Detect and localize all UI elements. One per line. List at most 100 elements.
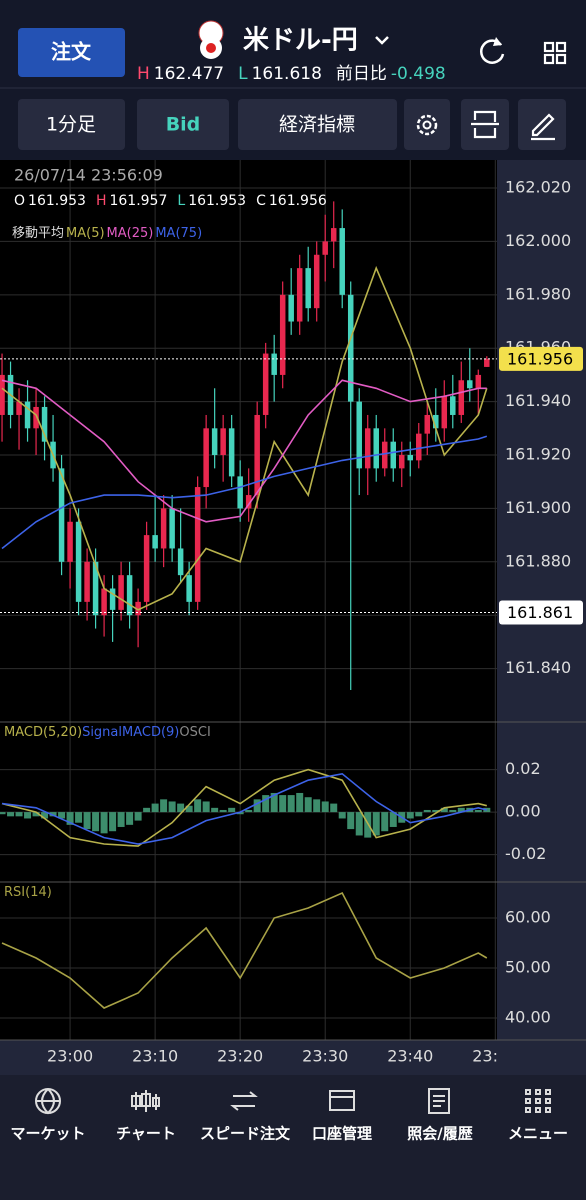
candle-body <box>364 428 371 469</box>
gear-center[interactable] <box>422 120 432 130</box>
timeframe-label[interactable]: 1分足 <box>46 114 96 136</box>
nav-icon[interactable] <box>329 1090 355 1111</box>
indicators-button[interactable] <box>238 99 397 150</box>
osci-bar <box>202 801 210 813</box>
candle-body <box>109 588 116 610</box>
x-tick-label: 23:00 <box>47 1047 93 1066</box>
osci-bar <box>432 809 440 813</box>
candle-body <box>313 254 320 309</box>
order-button-label[interactable]: 注文 <box>51 40 92 64</box>
line-series <box>1 768 487 847</box>
symbol-title[interactable]: 米ドル-円 <box>243 26 358 56</box>
candle-body <box>0 374 5 415</box>
osci-bar <box>219 809 227 813</box>
osci-bar <box>381 812 389 832</box>
legend-entry: SignalMACD(9) <box>82 725 179 740</box>
candle-body <box>67 521 73 562</box>
candle-body <box>433 414 439 429</box>
nav-icon[interactable] <box>525 1089 551 1113</box>
osci-bar <box>440 807 448 813</box>
bottom-nav: マーケット チャート スピード注文 口座管理 照会/履歴 メニュー <box>10 1088 568 1143</box>
y-tick-label: 162.020 <box>505 178 571 197</box>
candle-body <box>305 268 311 309</box>
symbol-chevron[interactable] <box>375 36 389 45</box>
quote-part: 161.618 <box>252 64 322 84</box>
nav-icon[interactable] <box>35 1088 62 1115</box>
candle-body <box>211 428 218 456</box>
y-tick-label: 0.02 <box>505 759 541 778</box>
refresh-arrow[interactable] <box>493 37 502 46</box>
osci-bar <box>304 797 312 813</box>
nav-label[interactable]: チャート <box>116 1125 176 1143</box>
osci-bar <box>474 809 482 813</box>
y-tick-label: 50.00 <box>505 958 551 977</box>
osci-bar <box>24 812 32 819</box>
osci-bar <box>236 812 244 815</box>
nav-label[interactable]: メニュー <box>508 1125 568 1143</box>
osci-bar <box>194 799 202 813</box>
candle-body <box>33 406 39 429</box>
nav-bg <box>0 1075 586 1200</box>
layout-icon[interactable] <box>471 110 499 139</box>
osci-bar <box>7 812 15 817</box>
timeframe-button[interactable] <box>18 99 125 150</box>
legend-entry: MACD(5,20) <box>4 725 82 740</box>
candle-body <box>347 294 354 402</box>
legend-entry: RSI(14) <box>4 885 52 900</box>
grid <box>0 160 497 1040</box>
settings-button[interactable] <box>404 99 450 150</box>
osci-bar <box>117 812 125 827</box>
bid-label[interactable]: Bid <box>166 114 201 136</box>
osci-bar <box>355 812 363 836</box>
osci-bar <box>270 792 278 813</box>
osci-bar <box>168 801 176 813</box>
osci-bar <box>423 809 431 813</box>
nav-icon[interactable] <box>230 1091 258 1111</box>
candle-body <box>407 455 414 461</box>
candle-body <box>424 414 431 434</box>
candle-body <box>135 601 141 616</box>
candle-body <box>356 401 362 469</box>
osci-bar <box>330 803 338 813</box>
osci-bar <box>126 812 134 825</box>
candle-body <box>203 428 209 488</box>
pencil-icon[interactable] <box>531 113 555 141</box>
candle-body <box>475 374 482 389</box>
candle-body <box>484 358 490 367</box>
refresh-icon[interactable] <box>480 39 505 64</box>
grid-icon[interactable] <box>543 41 567 65</box>
osci-bar <box>151 803 159 813</box>
osci-bar <box>245 809 253 813</box>
candle-body <box>416 433 422 461</box>
nav-label[interactable]: スピード注文 <box>200 1125 291 1143</box>
price-tag <box>499 600 583 625</box>
ohlc-value: 161.953 <box>188 193 246 209</box>
price-tag <box>499 346 583 371</box>
candle-body <box>458 380 465 415</box>
osci-bar <box>279 795 287 813</box>
ohlc-value: 161.957 <box>109 193 167 209</box>
bid-button[interactable] <box>137 99 229 150</box>
draw-button[interactable] <box>518 99 566 150</box>
candle-body <box>450 396 456 415</box>
line-series <box>1 891 488 1009</box>
nav-label[interactable]: 照会/履歴 <box>407 1125 472 1143</box>
indicators-label[interactable]: 経済指標 <box>279 114 355 136</box>
nav-icon[interactable] <box>131 1090 160 1112</box>
y-tick-label: 161.940 <box>505 391 571 410</box>
time-axis-bg <box>0 1040 586 1075</box>
gear-icon[interactable] <box>416 114 438 136</box>
quote-part: 前日比 <box>336 64 387 84</box>
osci-bar <box>15 812 23 817</box>
nav-icon[interactable] <box>428 1088 450 1114</box>
line-series <box>1 435 488 550</box>
plots: 23:00 23:10 23:20 23:30 23:40 23:50 <box>0 201 497 1066</box>
order-button[interactable] <box>18 28 125 77</box>
nav-label[interactable]: 口座管理 <box>312 1125 372 1143</box>
line-series <box>1 772 488 845</box>
candle-body <box>262 353 269 415</box>
osci-bar <box>415 812 423 817</box>
nav-label[interactable]: マーケット <box>10 1125 85 1143</box>
osci-bar <box>177 803 185 813</box>
